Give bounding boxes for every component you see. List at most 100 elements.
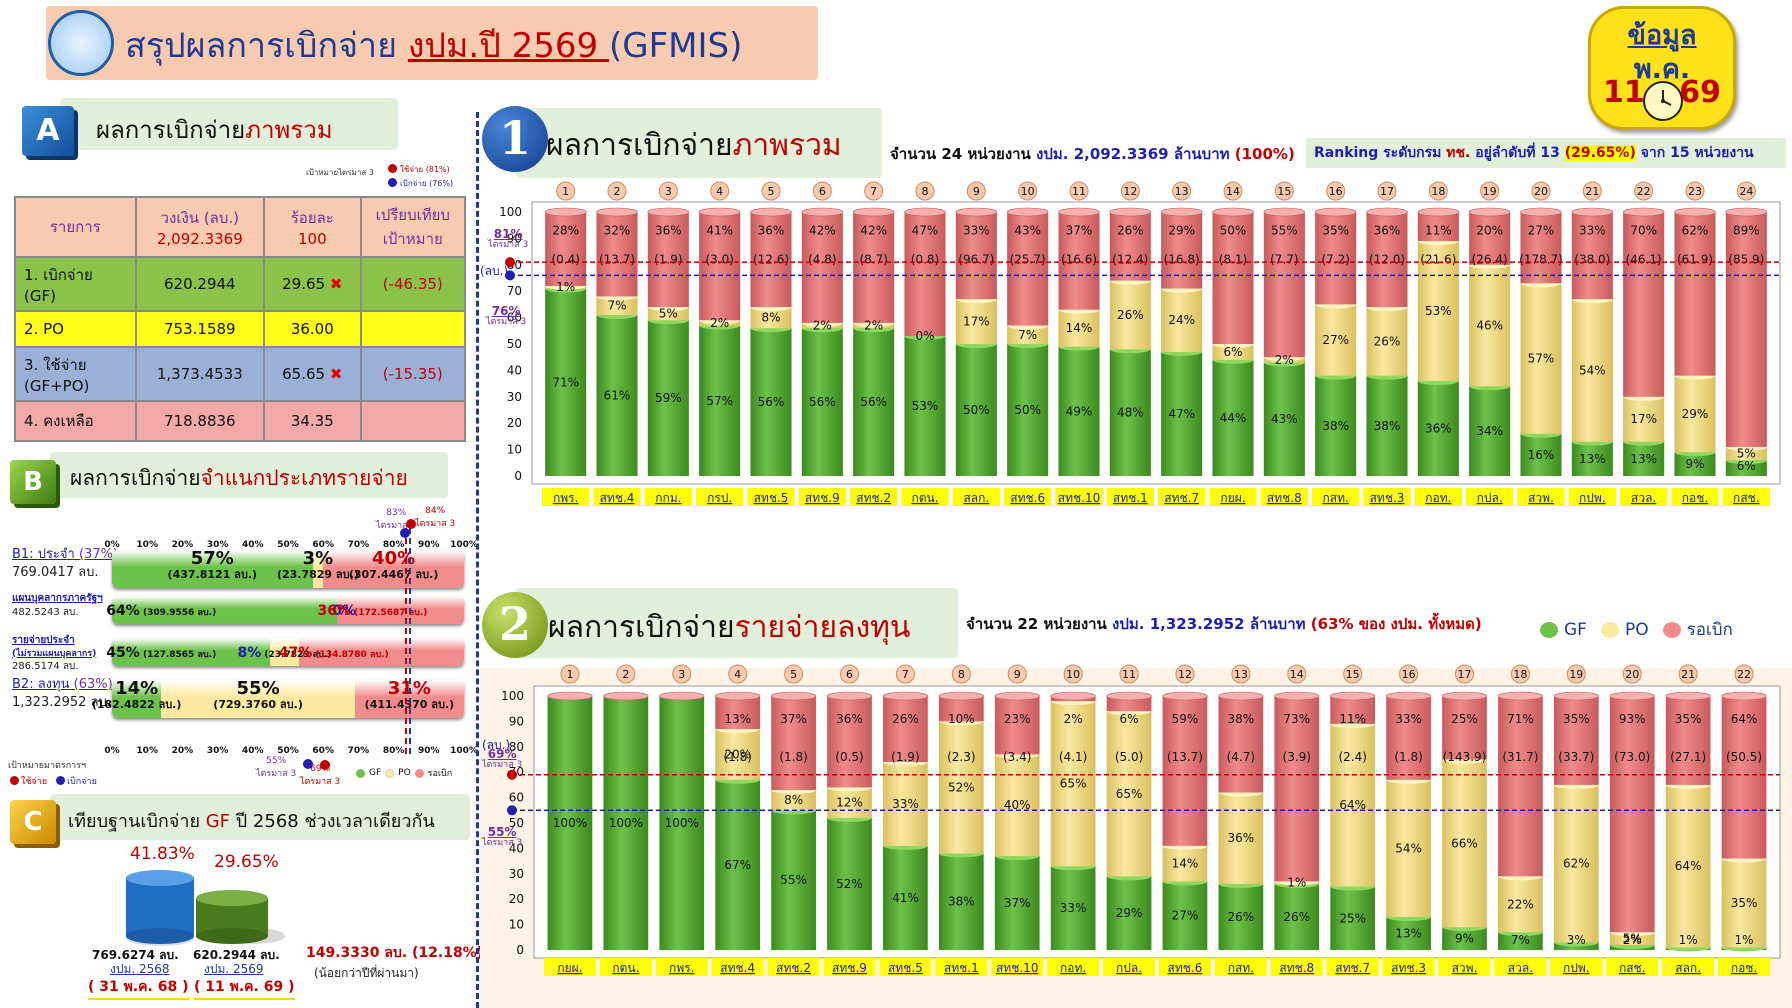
row-label: 1. เบิกจ่าย (GF)	[14, 256, 137, 312]
legend-wait-dot	[1662, 621, 1681, 638]
wait-label: 33%	[963, 223, 990, 237]
row-compare	[359, 310, 467, 348]
bar-seg-wait	[1623, 212, 1665, 397]
rank-label: 19	[1569, 668, 1583, 681]
row-label: 4. คงเหลือ	[14, 400, 137, 442]
rank-label: 22	[1637, 185, 1651, 198]
category-bg	[1466, 488, 1514, 506]
bar-seg-gf	[1263, 362, 1305, 476]
rank-badge	[728, 664, 748, 684]
po-label: 36%	[1228, 831, 1255, 845]
c-prev-cylinder	[126, 878, 194, 936]
bar-seg-gf	[1007, 344, 1049, 476]
b-legend-disburse-dot	[56, 776, 65, 785]
rank-label: 12	[1178, 668, 1192, 681]
wait-amount-label: (2.3)	[947, 750, 975, 764]
y-tick-label: 20	[507, 416, 522, 430]
chart1-number-badge: 1	[482, 106, 548, 172]
data-date-badge: ข้อมูล พ.ค. 11 69	[1588, 6, 1736, 130]
category-bg	[1671, 488, 1719, 506]
bar-seg-po	[1417, 241, 1459, 381]
wait-label: 42%	[809, 223, 836, 237]
po-label: 52%	[948, 780, 975, 794]
b-bar-label: 45% (127.8565 ลบ.)	[106, 645, 217, 661]
bar-cap	[1553, 691, 1599, 701]
bar-seg-po	[883, 762, 928, 846]
po-label: 17%	[963, 315, 990, 329]
wait-label: 37%	[1066, 223, 1093, 237]
po-label: 65%	[1060, 777, 1087, 791]
bar-seg-gf	[699, 325, 741, 476]
po-label: 12%	[836, 796, 863, 810]
gf-label: 13%	[1630, 452, 1657, 466]
category-bg	[544, 958, 596, 976]
rank-badge	[1287, 664, 1307, 684]
po-label: 46%	[1476, 319, 1503, 333]
wait-amount-label: (33.7)	[1558, 750, 1594, 764]
rank-label: 5	[768, 185, 775, 198]
rank-label: 6	[846, 668, 853, 681]
gf-label: 59%	[655, 391, 682, 405]
c-prev-pct: 41.83%	[130, 844, 195, 864]
b-axis-tick: 50%	[277, 540, 299, 550]
rank-badge	[1069, 181, 1089, 201]
wait-label: 26%	[892, 712, 919, 726]
rank-label: 18	[1513, 668, 1527, 681]
b-target-bot-b: 69% ไตรมาส 3	[300, 764, 341, 787]
wait-amount-label: (50.5)	[1726, 750, 1762, 764]
bar-seg-gf	[1050, 866, 1096, 950]
rank-badge	[1119, 664, 1139, 684]
rank-label: 10	[1066, 668, 1080, 681]
rank-badge	[1510, 664, 1530, 684]
category-bg	[1312, 488, 1360, 506]
y-tick-label: 30	[507, 390, 522, 404]
section-a-legend-disburse: เบิกจ่าย (76%)	[400, 179, 454, 188]
rank-badge	[1734, 664, 1754, 684]
wait-label: 64%	[1731, 712, 1758, 726]
rank-badge	[1455, 664, 1474, 684]
bar-seg-gf	[1571, 441, 1613, 476]
b-bar-label: 0%	[332, 603, 357, 619]
b-stacked-bar	[112, 596, 464, 624]
bar-seg-gf	[1274, 883, 1320, 950]
bar-seg-po	[1315, 304, 1357, 376]
rank-badge	[710, 181, 730, 201]
b-axis-tick: 60%	[312, 540, 334, 550]
wait-amount-label: (4.8)	[808, 253, 836, 267]
wait-amount-label: (178.7)	[1519, 253, 1563, 267]
rank-label: 13	[1175, 185, 1189, 198]
bar-seg-wait	[1571, 212, 1613, 300]
rank-label: 17	[1380, 185, 1394, 198]
b-seg-wait	[337, 596, 464, 624]
bar-seg-wait	[1109, 212, 1151, 281]
legend-wait-dot	[414, 768, 424, 778]
bar-seg-wait	[1609, 696, 1655, 933]
rank-badge	[895, 664, 915, 684]
y-tick-label: 10	[507, 443, 522, 457]
wait-amount-label: (25.7)	[1010, 253, 1046, 267]
b-bar-label: 47% (134.8780 ลบ.)	[278, 645, 389, 661]
bar-cap	[1385, 691, 1432, 701]
b-stacked-bar	[112, 550, 464, 588]
category-label: กอท.	[1060, 961, 1086, 975]
y-tick-label: 40	[509, 841, 524, 855]
gf-label: 36%	[1425, 421, 1452, 435]
bar-seg-gf	[647, 320, 689, 476]
legend-spend-dot	[388, 164, 397, 173]
b-seg-gf	[112, 680, 162, 718]
title-bar	[46, 6, 818, 80]
rank-badge	[864, 181, 884, 201]
legend-gf-dot	[356, 768, 365, 778]
y-tick-label: 20	[509, 892, 524, 906]
po-label: 33%	[892, 797, 919, 811]
category-bg	[1158, 488, 1206, 506]
wait-label: 26%	[1117, 223, 1144, 237]
header-amount: วงเงิน (ลบ.) 2,092.3369	[134, 196, 266, 258]
b-row-label: แผนบุคลากรภาครัฐฯ 482.5243 ลบ.	[12, 593, 103, 618]
rank-badge	[616, 664, 636, 684]
b-axis-tick: 30%	[206, 540, 229, 550]
bar-seg-gf	[659, 696, 705, 950]
data-day: 11	[1603, 75, 1645, 110]
wait-label: 23%	[1004, 712, 1031, 726]
bar-seg-gf	[1106, 876, 1152, 950]
